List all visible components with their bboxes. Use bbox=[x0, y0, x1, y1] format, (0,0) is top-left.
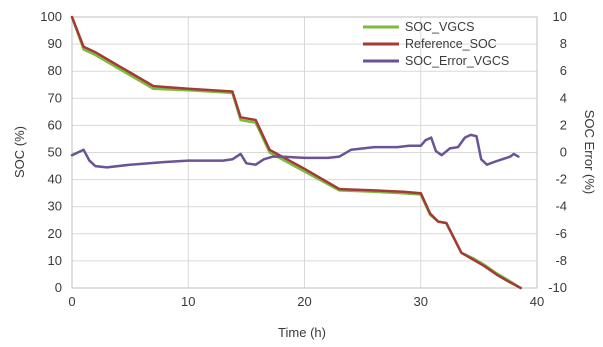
x-tick-label: 0 bbox=[68, 294, 75, 309]
y2-tick-label: 6 bbox=[560, 63, 567, 78]
y2-tick-label: 8 bbox=[560, 36, 567, 51]
x-tick-label: 40 bbox=[530, 294, 544, 309]
y2-tick-label: 2 bbox=[560, 117, 567, 132]
x-tick-label: 20 bbox=[297, 294, 311, 309]
x-tick-label: 30 bbox=[414, 294, 428, 309]
left-axis-ticks: 0 10 20 30 40 50 60 70 80 90 100 bbox=[40, 9, 62, 295]
y-tick-label: 70 bbox=[48, 90, 62, 105]
y2-tick-label: 10 bbox=[553, 9, 567, 24]
y-tick-label: 80 bbox=[48, 63, 62, 78]
y2-tick-label: -4 bbox=[555, 199, 567, 214]
x-axis-ticks: 0 10 20 30 40 bbox=[68, 294, 544, 309]
legend-label-reference-soc: Reference_SOC bbox=[405, 37, 497, 51]
y-axis-title: SOC (%) bbox=[12, 126, 27, 178]
x-tick-label: 10 bbox=[181, 294, 195, 309]
y-tick-label: 50 bbox=[48, 145, 62, 160]
legend: SOC_VGCS Reference_SOC SOC_Error_VGCS bbox=[363, 20, 509, 68]
y-tick-label: 20 bbox=[48, 226, 62, 241]
y2-axis-title: SOC Error (%) bbox=[582, 110, 597, 195]
y2-tick-label: -8 bbox=[555, 253, 567, 268]
y2-tick-label: -2 bbox=[555, 172, 567, 187]
y-tick-label: 40 bbox=[48, 172, 62, 187]
series-line-reference-soc bbox=[70, 15, 522, 290]
y-tick-label: 10 bbox=[48, 253, 62, 268]
series-line-soc-error-vgcs bbox=[70, 133, 520, 169]
y2-tick-label: 4 bbox=[560, 90, 567, 105]
y-tick-label: 90 bbox=[48, 36, 62, 51]
legend-label-soc-error-vgcs: SOC_Error_VGCS bbox=[405, 54, 509, 68]
y-tick-label: 100 bbox=[40, 9, 62, 24]
plot-frame bbox=[71, 16, 538, 289]
y2-tick-label: -6 bbox=[555, 226, 567, 241]
y-tick-label: 0 bbox=[55, 280, 62, 295]
y2-tick-label: -10 bbox=[548, 280, 567, 295]
y-tick-label: 60 bbox=[48, 117, 62, 132]
series-lines bbox=[70, 15, 522, 290]
legend-label-soc-vgcs: SOC_VGCS bbox=[405, 20, 474, 34]
right-axis-ticks: -10 -8 -6 -4 -2 0 2 4 6 8 10 bbox=[548, 9, 567, 295]
x-axis-title: Time (h) bbox=[278, 325, 326, 340]
y-tick-label: 30 bbox=[48, 199, 62, 214]
y2-tick-label: 0 bbox=[560, 145, 567, 160]
